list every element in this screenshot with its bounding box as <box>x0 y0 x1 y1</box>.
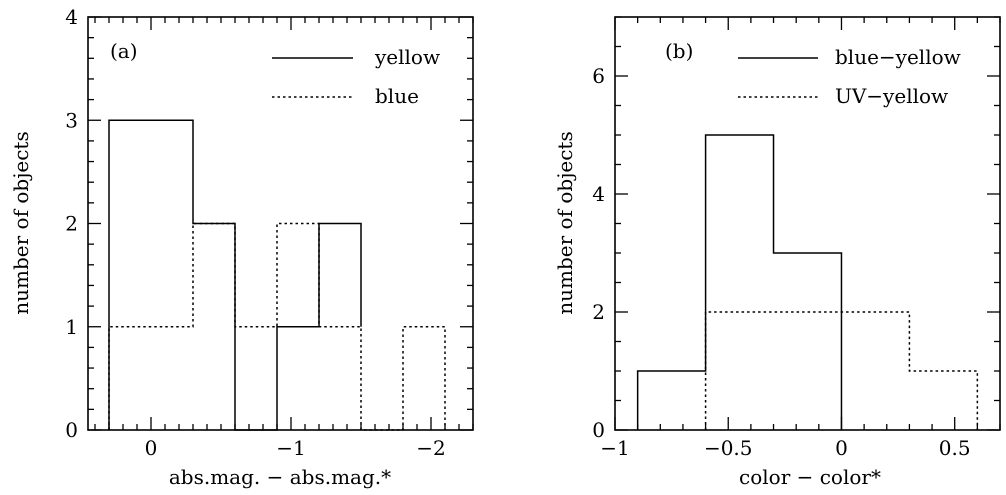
panel-b-ticks <box>614 16 1001 431</box>
panel-b-frame <box>614 16 1001 431</box>
histogram-series-solid <box>108 119 362 431</box>
panel-b-ylabel: number of objects <box>553 131 577 314</box>
y-tick-label: 2 <box>65 212 78 236</box>
y-tick-label: 1 <box>65 315 78 339</box>
panel-a-legend-blue-label: blue <box>375 84 419 108</box>
x-tick-label: −2 <box>416 436 445 460</box>
panel-a-ticks <box>88 16 474 431</box>
panel-a-xlabel: abs.mag. − abs.mag.* <box>169 465 391 489</box>
y-tick-label: 3 <box>65 108 78 132</box>
y-tick-label: 4 <box>592 182 605 206</box>
x-tick-label: −1 <box>600 436 629 460</box>
x-tick-label: 0 <box>835 436 848 460</box>
x-tick-label: 0.5 <box>939 436 971 460</box>
y-tick-label: 2 <box>592 300 605 324</box>
x-tick-label: 0 <box>145 436 158 460</box>
x-tick-label: −1 <box>276 436 305 460</box>
y-tick-label: 4 <box>65 5 78 29</box>
histogram-series-dotted <box>108 222 446 431</box>
panel-a-series <box>108 119 446 431</box>
panel-a-tick-labels: 0 −1 −2 0 1 2 3 4 <box>65 5 445 460</box>
histogram-series-dotted <box>704 311 979 430</box>
histogram-series-solid <box>636 134 843 430</box>
panel-a-legend-yellow-label: yellow <box>374 45 440 69</box>
panel-b-tick-labels: −1 −0.5 0 0.5 0 2 4 6 <box>592 64 970 460</box>
panel-a: 0 −1 −2 0 1 2 3 4 (a) yellow blue abs.mag. − ab… <box>9 5 474 489</box>
panel-a-label: (a) <box>110 39 138 63</box>
panel-b: −1 −0.5 0 0.5 0 2 4 6 (b) blue−yellow UV−yellow… <box>553 16 1001 489</box>
x-tick-label: −0.5 <box>704 436 753 460</box>
panel-a-ylabel: number of objects <box>9 131 33 314</box>
panel-b-legend-blue-yellow-label: blue−yellow <box>835 45 961 69</box>
panel-b-label: (b) <box>665 39 693 63</box>
y-tick-label: 0 <box>592 418 605 442</box>
y-tick-label: 0 <box>65 418 78 442</box>
y-tick-label: 6 <box>592 64 605 88</box>
panel-b-legend-uv-yellow-label: UV−yellow <box>835 84 948 108</box>
panel-b-series <box>636 134 979 430</box>
panel-b-xlabel: color − color* <box>739 465 881 489</box>
